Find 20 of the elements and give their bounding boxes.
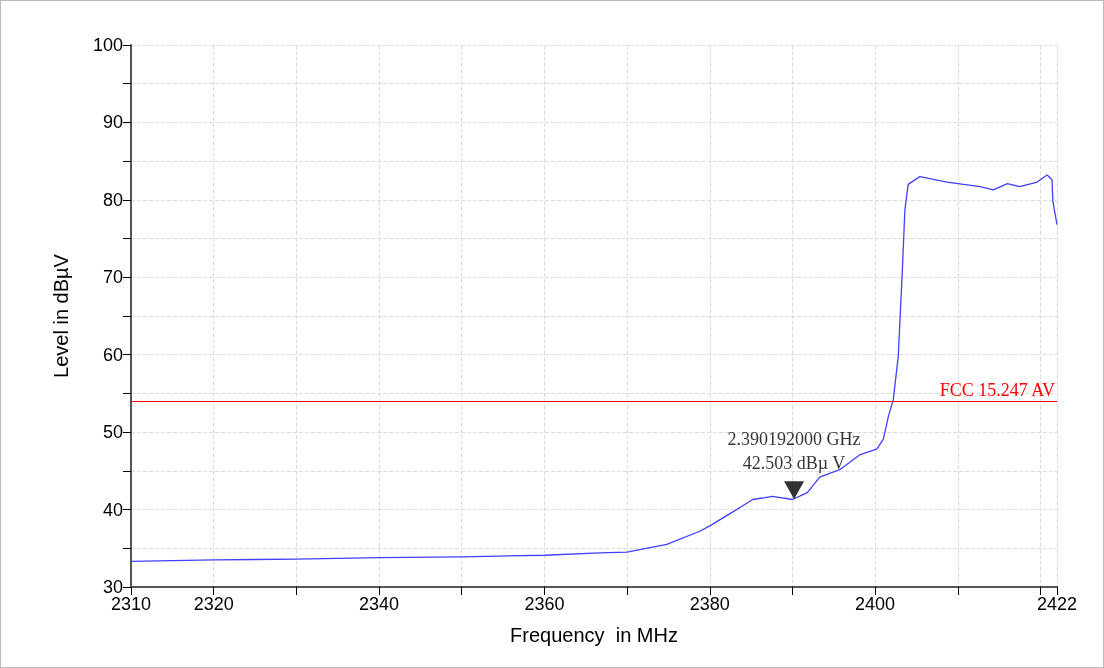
y-tick-label: 80 [102, 189, 123, 210]
y-tick-label: 50 [102, 422, 123, 443]
y-tick-label: 60 [102, 344, 123, 365]
x-tick-label: 2400 [855, 594, 896, 614]
annotation: 2.390192000 GHz 42.503 dBµ V [727, 429, 861, 474]
x-axis-title: Frequency in MHz [510, 624, 678, 646]
x-tick-label: 2380 [689, 594, 730, 614]
y-tick-label: 90 [102, 112, 123, 133]
y-tick-label: 100 [92, 35, 123, 55]
x-tick-label: 2340 [359, 594, 400, 614]
y-tick-label: 40 [102, 499, 123, 520]
x-tick-label: 2360 [524, 594, 565, 614]
line-series [130, 174, 1058, 563]
ref-line-label: FCC 15.247 AV [939, 380, 1055, 401]
y-axis-title: Level in dBµV [50, 253, 72, 378]
x-tick-label: 2422 [1036, 594, 1078, 614]
x-tick-label: 2310 [110, 594, 152, 614]
y-tick-label: 70 [102, 267, 123, 288]
x-tick-label: 2320 [193, 594, 234, 614]
y-tick-label: 30 [102, 577, 123, 597]
